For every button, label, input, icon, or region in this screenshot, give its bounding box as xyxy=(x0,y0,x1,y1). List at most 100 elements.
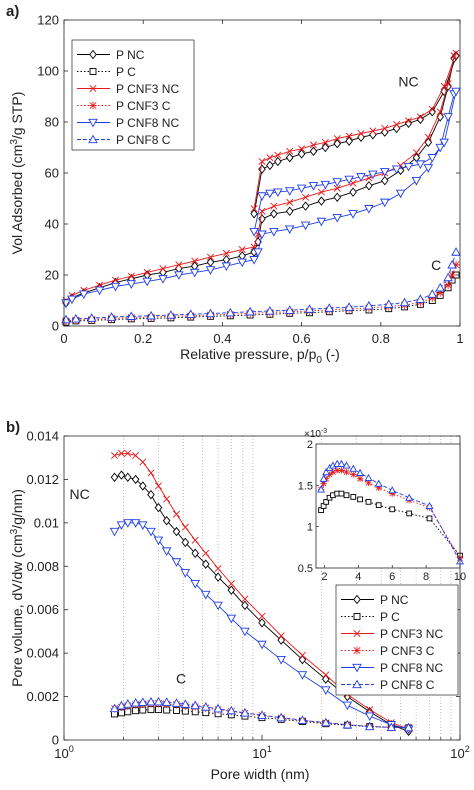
pore-size-point xyxy=(153,696,164,706)
inset-y-tick-label: 1 xyxy=(307,522,313,534)
pore-size-legend-marker xyxy=(352,663,362,673)
inset-point xyxy=(365,479,372,487)
isotherm-point xyxy=(320,180,331,190)
isotherm-series-5 xyxy=(61,247,461,324)
isotherm-point xyxy=(309,141,317,149)
pore-size-point xyxy=(139,458,147,466)
isotherm-point xyxy=(207,253,215,261)
inset-point xyxy=(356,475,364,482)
isotherm-x-tick-label: 0.4 xyxy=(213,331,231,346)
isotherm-point xyxy=(333,192,342,202)
isotherm-point xyxy=(427,154,438,163)
isotherm-point xyxy=(428,105,436,113)
isotherm-point xyxy=(249,256,259,265)
isotherm-x-tick-label: 0 xyxy=(60,331,67,346)
pore-size-legend: P NC P C P CNF3 NC P CNF3 C P CNF8 NC P CNF8 … xyxy=(335,584,459,696)
inset-point xyxy=(342,461,351,469)
pore-size-chart: 100 101 10200.0020.0040.0060.0080.010.0120… xyxy=(9,428,470,782)
pore-size-point xyxy=(201,590,211,600)
isotherm-point xyxy=(158,275,168,284)
pore-size-legend-entry: P NC xyxy=(380,593,409,607)
pore-size-point xyxy=(147,489,155,500)
isotherm-point xyxy=(424,137,433,148)
pore-size-x-tick-label: 102 xyxy=(450,744,469,761)
isotherm-point xyxy=(205,308,216,318)
isotherm-series-3 xyxy=(61,260,461,325)
isotherm-point xyxy=(270,202,278,210)
inset-point xyxy=(337,459,346,467)
isotherm-point xyxy=(285,152,294,163)
isotherm-point xyxy=(435,143,445,153)
isotherm-point xyxy=(258,207,266,215)
isotherm-point xyxy=(333,184,341,192)
isotherm-point xyxy=(86,313,97,322)
isotherm-point xyxy=(296,184,307,194)
isotherm-x-tick-label: 0.6 xyxy=(293,331,311,346)
isotherm-legend-entry: P CNF8 C xyxy=(116,133,171,147)
isotherm-point xyxy=(379,168,390,177)
pore-size-point xyxy=(130,697,141,707)
pore-size-point xyxy=(117,449,125,457)
pore-size-legend-entry: P C xyxy=(380,610,400,624)
pore-size-legend-marker xyxy=(353,594,361,605)
pore-size-point xyxy=(147,469,155,477)
pore-size-point xyxy=(124,472,132,482)
isotherm-point xyxy=(369,130,377,140)
pore-size-point xyxy=(191,548,200,558)
pore-size-point xyxy=(124,449,132,457)
isotherm-point xyxy=(428,293,437,302)
pore-size-point xyxy=(241,595,249,603)
isotherm-point xyxy=(317,188,325,196)
isotherm-y-axis-label: Vol Adsorbed (cm3/g STP) xyxy=(9,92,25,255)
isotherm-y-tick-label: 80 xyxy=(45,115,59,130)
isotherm-point xyxy=(273,188,283,198)
isotherm-legend-entry: P CNF3 NC xyxy=(116,82,179,96)
isotherm-chart: 0 0.2 0.4 0.6 0.8 1 0 20 40 60 80 100 120 Relative p… xyxy=(9,13,464,367)
isotherm-point xyxy=(189,268,200,278)
isotherm-point xyxy=(166,310,176,319)
isotherm-point xyxy=(439,138,449,148)
pore-size-point xyxy=(163,495,171,503)
pore-size-point xyxy=(202,549,210,557)
inset-point xyxy=(322,467,331,476)
pore-size-point xyxy=(153,536,164,546)
isotherm-point xyxy=(380,175,389,186)
isotherm-point xyxy=(321,142,330,153)
isotherm-y-tick-label: 100 xyxy=(37,64,59,79)
isotherm-point xyxy=(436,288,445,297)
pore-size-legend-entry: P CNF8 NC xyxy=(380,661,443,675)
isotherm-legend: P NC P C P CNF3 NC P CNF3 C P CNF8 NC P CNF8 … xyxy=(71,39,195,151)
isotherm-point xyxy=(349,187,357,197)
isotherm-point xyxy=(142,277,152,287)
pore-size-point xyxy=(154,502,163,513)
isotherm-legend-marker xyxy=(89,101,97,110)
inset-x-tick-label: 8 xyxy=(423,571,429,583)
isotherm-point xyxy=(345,136,353,146)
isotherm-series-5-line xyxy=(65,251,457,321)
pore-size-point xyxy=(214,572,222,582)
inset-point xyxy=(406,510,413,517)
isotherm-point xyxy=(415,294,426,303)
isotherm-y-tick-label: 120 xyxy=(37,13,59,28)
inset-point xyxy=(374,479,383,487)
pore-size-legend-marker xyxy=(353,646,361,655)
pore-size-point xyxy=(258,612,266,620)
isotherm-point xyxy=(286,147,294,155)
pore-size-y-tick-label: 0.002 xyxy=(26,689,59,704)
pore-size-point xyxy=(213,601,223,611)
pore-size-point xyxy=(162,515,171,526)
isotherm-point xyxy=(356,173,366,182)
isotherm-point xyxy=(444,80,452,88)
isotherm-point xyxy=(284,225,295,235)
pore-size-series-2 xyxy=(111,449,413,733)
isotherm-point xyxy=(357,132,365,143)
pore-size-point xyxy=(132,452,140,460)
inset-point xyxy=(349,464,358,472)
pore-size-y-tick-label: 0 xyxy=(52,733,59,748)
isotherm-x-tick-label: 0.2 xyxy=(134,331,152,346)
pore-size-point xyxy=(190,580,200,589)
pore-size-x-tick-label: 100 xyxy=(54,744,73,761)
isotherm-annotations: NC C xyxy=(398,73,441,273)
pore-size-point xyxy=(116,521,127,530)
